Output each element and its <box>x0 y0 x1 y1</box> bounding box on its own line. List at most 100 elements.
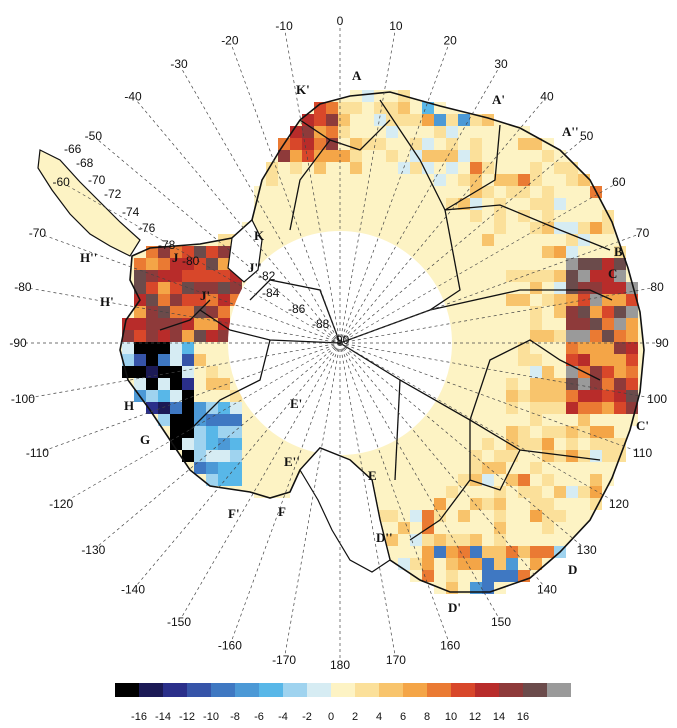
trend-cell <box>494 222 506 234</box>
trend-cell <box>182 246 194 258</box>
latitude-label: -72 <box>104 187 122 201</box>
trend-cell <box>446 570 458 582</box>
trend-cell <box>518 426 530 438</box>
trend-cell <box>134 282 146 294</box>
trend-cell <box>482 222 494 234</box>
trend-cell <box>194 378 206 390</box>
trend-cell <box>458 450 470 462</box>
trend-cell <box>578 258 590 270</box>
trend-cell <box>422 138 434 150</box>
trend-cell <box>242 426 254 438</box>
trend-cell <box>446 282 458 294</box>
trend-cell <box>158 366 170 378</box>
trend-cell <box>230 426 242 438</box>
trend-cell <box>506 354 518 366</box>
trend-cell <box>290 126 302 138</box>
longitude-label: -90 <box>9 336 27 350</box>
trend-cell <box>554 186 566 198</box>
trend-cell <box>614 414 626 426</box>
trend-cell <box>506 366 518 378</box>
trend-cell <box>194 318 206 330</box>
trend-cell <box>326 162 338 174</box>
trend-cell <box>458 378 470 390</box>
trend-cell <box>386 222 398 234</box>
trend-cell <box>410 222 422 234</box>
colorbar-tick-label: 4 <box>376 711 382 723</box>
trend-cell <box>398 546 410 558</box>
trend-cell <box>302 186 314 198</box>
trend-cell <box>566 282 578 294</box>
trend-cell <box>566 246 578 258</box>
trend-cell <box>446 414 458 426</box>
trend-cell <box>278 162 290 174</box>
trend-cell <box>446 462 458 474</box>
trend-cell <box>590 270 602 282</box>
trend-cell <box>602 270 614 282</box>
longitude-label: 30 <box>494 57 508 71</box>
trend-cell <box>506 258 518 270</box>
trend-cell <box>314 162 326 174</box>
trend-cell <box>602 306 614 318</box>
trend-cell <box>446 558 458 570</box>
trend-cell <box>398 510 410 522</box>
trend-cell <box>446 114 458 126</box>
longitude-label: 100 <box>647 392 667 406</box>
longitude-label: -10 <box>275 19 293 33</box>
trend-cell <box>518 210 530 222</box>
trend-cell <box>614 402 626 414</box>
trend-cell <box>422 186 434 198</box>
trend-cell <box>410 246 422 258</box>
trend-cell <box>614 390 626 402</box>
trend-cell <box>422 462 434 474</box>
trend-cell <box>182 414 194 426</box>
trend-cell <box>506 198 518 210</box>
longitude-label: -20 <box>221 33 239 47</box>
trend-cell <box>602 234 614 246</box>
basin-label: C <box>608 266 617 281</box>
trend-cell <box>578 474 590 486</box>
latitude-label: -82 <box>258 269 276 283</box>
trend-cell <box>542 330 554 342</box>
trend-cell <box>482 486 494 498</box>
trend-cell <box>554 450 566 462</box>
trend-cell <box>434 102 446 114</box>
trend-cell <box>602 474 614 486</box>
trend-cell <box>542 366 554 378</box>
trend-cell <box>506 378 518 390</box>
trend-cell <box>530 150 542 162</box>
longitude-label: -70 <box>29 226 47 240</box>
trend-cell <box>410 138 422 150</box>
trend-cell <box>470 150 482 162</box>
longitude-label: -30 <box>170 57 188 71</box>
trend-cell <box>626 306 638 318</box>
trend-cell <box>566 210 578 222</box>
trend-cell <box>470 330 482 342</box>
trend-cell <box>398 114 410 126</box>
trend-cell <box>182 282 194 294</box>
trend-cell <box>122 366 134 378</box>
trend-cell <box>326 150 338 162</box>
trend-cell <box>494 510 506 522</box>
trend-cell <box>170 342 182 354</box>
colorbar-tick-label: 12 <box>469 711 481 723</box>
trend-cell <box>554 390 566 402</box>
trend-cell <box>530 510 542 522</box>
trend-cell <box>338 198 350 210</box>
trend-cell <box>470 414 482 426</box>
trend-cell <box>542 282 554 294</box>
trend-cell <box>278 234 290 246</box>
trend-cell <box>494 294 506 306</box>
colorbar-swatch <box>499 683 523 697</box>
trend-cell <box>590 450 602 462</box>
trend-cell <box>578 402 590 414</box>
trend-cell <box>470 534 482 546</box>
trend-cell <box>590 402 602 414</box>
trend-cell <box>470 162 482 174</box>
trend-cell <box>542 354 554 366</box>
trend-cell <box>398 210 410 222</box>
trend-cell <box>170 258 182 270</box>
trend-cell <box>422 414 434 426</box>
longitude-label: 150 <box>491 615 511 629</box>
trend-cell <box>590 330 602 342</box>
